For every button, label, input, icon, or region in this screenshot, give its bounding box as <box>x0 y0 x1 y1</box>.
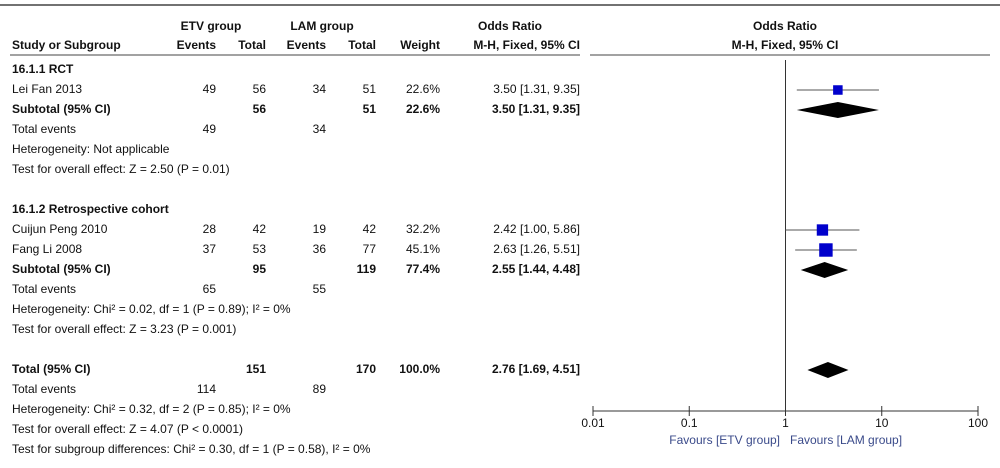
column-header: Events <box>287 38 327 52</box>
x-tick-label: 0.01 <box>581 416 605 430</box>
total2: 77 <box>363 242 377 256</box>
column-header: Study or Subgroup <box>12 38 121 52</box>
study-square <box>819 243 833 257</box>
group-header: LAM group <box>290 19 353 33</box>
ci-label: 2.42 [1.00, 5.86] <box>493 222 580 236</box>
label: Total events <box>12 122 76 136</box>
label: Subtotal (95% CI) <box>12 262 111 276</box>
x-tick-label: 0.1 <box>681 416 698 430</box>
total1: 56 <box>253 102 267 116</box>
plot-method: M-H, Fixed, 95% CI <box>732 38 839 52</box>
events1: 49 <box>203 82 217 96</box>
total1: 151 <box>246 362 266 376</box>
total1: 42 <box>253 222 267 236</box>
events2: 19 <box>313 222 327 236</box>
label: Fang Li 2008 <box>12 242 82 256</box>
total2: 170 <box>356 362 376 376</box>
label: Total (95% CI) <box>12 362 90 376</box>
column-header: Weight <box>400 38 440 52</box>
events2: 34 <box>313 122 327 136</box>
column-header: Total <box>238 38 266 52</box>
ci-label: 2.55 [1.44, 4.48] <box>492 262 580 276</box>
pooled-diamond <box>807 362 849 378</box>
label: Total events <box>12 282 76 296</box>
x-right-label: Favours [LAM group] <box>790 433 902 447</box>
label: Total events <box>12 382 76 396</box>
total1: 95 <box>253 262 267 276</box>
weight-label: 45.1% <box>406 242 440 256</box>
weight-label: 22.6% <box>406 82 440 96</box>
ci-label: 3.50 [1.31, 9.35] <box>493 82 580 96</box>
label: 16.1.1 RCT <box>12 62 74 76</box>
study-square <box>833 85 843 95</box>
label: Heterogeneity: Not applicable <box>12 142 170 156</box>
column-header: M-H, Fixed, 95% CI <box>473 38 580 52</box>
total1: 56 <box>253 82 267 96</box>
label: Test for subgroup differences: Chi² = 0.… <box>12 442 371 456</box>
events2: 34 <box>313 82 327 96</box>
plot-header: Odds Ratio <box>753 19 817 33</box>
total2: 51 <box>363 102 377 116</box>
ci-label: 2.76 [1.69, 4.51] <box>492 362 580 376</box>
x-tick-label: 10 <box>875 416 889 430</box>
total2: 119 <box>357 262 377 276</box>
events2: 89 <box>313 382 327 396</box>
group-header: ETV group <box>181 19 242 33</box>
total2: 42 <box>363 222 377 236</box>
events2: 36 <box>313 242 327 256</box>
events1: 49 <box>203 122 217 136</box>
x-tick-label: 1 <box>782 416 789 430</box>
weight-label: 100.0% <box>399 362 440 376</box>
pooled-diamond <box>796 102 879 118</box>
label: Cuijun Peng 2010 <box>12 222 108 236</box>
column-header: Total <box>348 38 376 52</box>
weight-label: 22.6% <box>406 102 440 116</box>
x-tick-label: 100 <box>968 416 988 430</box>
weight-label: 32.2% <box>406 222 440 236</box>
events1: 37 <box>203 242 217 256</box>
events1: 114 <box>197 382 216 396</box>
column-header: Events <box>177 38 217 52</box>
events1: 65 <box>203 282 217 296</box>
events2: 55 <box>313 282 327 296</box>
label: Heterogeneity: Chi² = 0.32, df = 2 (P = … <box>12 402 291 416</box>
events1: 28 <box>203 222 217 236</box>
weight-label: 77.4% <box>406 262 440 276</box>
or-header: Odds Ratio <box>478 19 542 33</box>
label: 16.1.2 Retrospective cohort <box>12 202 169 216</box>
total2: 51 <box>363 82 377 96</box>
total1: 53 <box>253 242 267 256</box>
x-left-label: Favours [ETV group] <box>669 433 780 447</box>
label: Lei Fan 2013 <box>12 82 82 96</box>
label: Test for overall effect: Z = 4.07 (P < 0… <box>12 422 243 436</box>
pooled-diamond <box>800 262 849 278</box>
ci-label: 2.63 [1.26, 5.51] <box>493 242 580 256</box>
label: Subtotal (95% CI) <box>12 102 111 116</box>
study-square <box>816 224 829 236</box>
label: Heterogeneity: Chi² = 0.02, df = 1 (P = … <box>12 302 291 316</box>
label: Test for overall effect: Z = 3.23 (P = 0… <box>12 322 236 336</box>
label: Test for overall effect: Z = 2.50 (P = 0… <box>12 162 230 176</box>
ci-label: 3.50 [1.31, 9.35] <box>492 102 580 116</box>
